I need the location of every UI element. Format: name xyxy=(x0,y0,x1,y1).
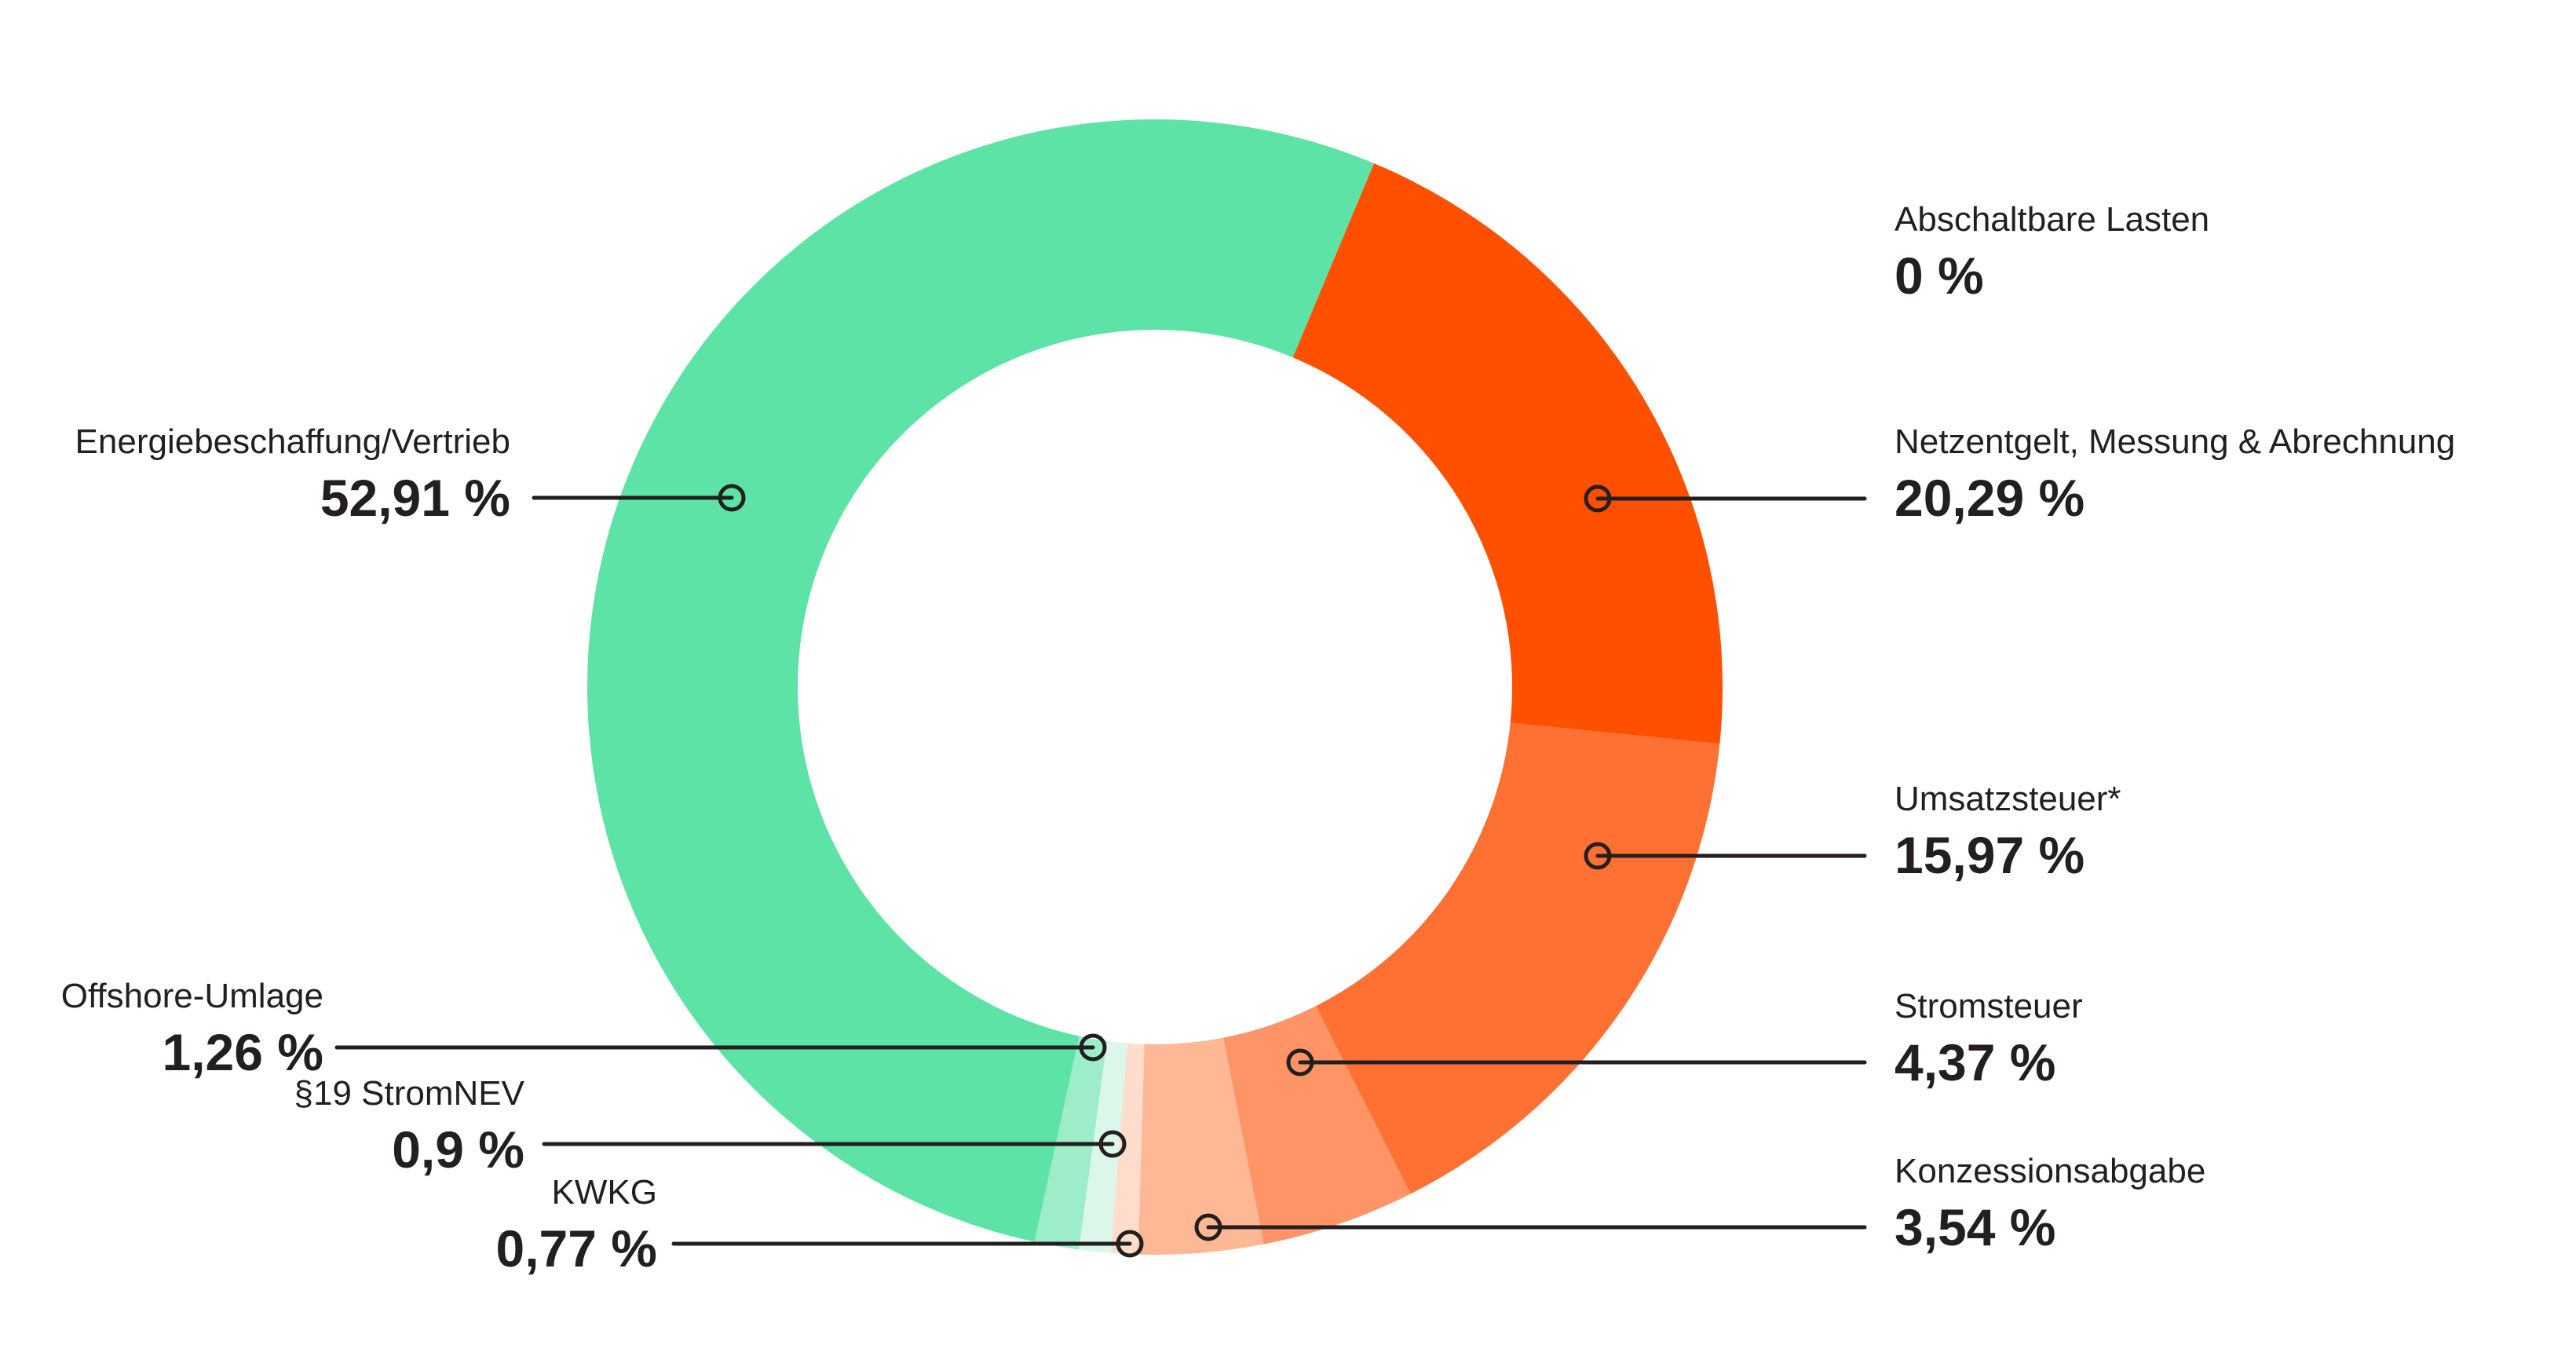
slice-netzentgelt-messung-abrechnung xyxy=(1292,163,1723,744)
label-name: §19 StromNEV xyxy=(294,1074,524,1113)
slice-umsatzsteuer xyxy=(1315,722,1720,1194)
label-name: Energiebeschaffung/Vertrieb xyxy=(75,422,510,461)
label-name: Konzessionsabgabe xyxy=(1895,1152,2206,1190)
label-value: 1,26 % xyxy=(162,1023,323,1081)
label-value: 52,91 % xyxy=(320,469,510,527)
anchor-dot-icon xyxy=(718,484,746,512)
label-name: Netzentgelt, Messung & Abrechnung xyxy=(1895,422,2456,461)
label-name: Offshore-Umlage xyxy=(60,977,323,1015)
label-konzessionsabgabe: Konzessionsabgabe 3,54 % xyxy=(1895,1152,2206,1256)
label-value: 0,9 % xyxy=(392,1120,524,1179)
label-value: 0 % xyxy=(1895,247,1984,305)
label-name: KWKG xyxy=(551,1173,657,1212)
label-value: 4,37 % xyxy=(1895,1033,2056,1091)
slice-kwkg xyxy=(1110,1043,1145,1255)
anchor-dot-icon xyxy=(1194,1213,1222,1241)
label-name: Umsatzsteuer* xyxy=(1895,780,2121,818)
slice-energiebeschaffung-vertrieb xyxy=(587,119,1375,1242)
anchor-dot-icon xyxy=(1584,484,1612,513)
anchor-dot-icon xyxy=(1079,1033,1107,1062)
anchor-dot-icon xyxy=(1286,1048,1314,1076)
label-umsatzsteuer: Umsatzsteuer* 15,97 % xyxy=(1895,780,2121,884)
anchor-dot-icon xyxy=(1098,1130,1127,1158)
slice-stromsteuer xyxy=(1223,1006,1411,1245)
leader-lines xyxy=(334,484,1867,1258)
slice-konzessionsabgabe xyxy=(1138,1037,1264,1255)
donut-slices xyxy=(587,119,1723,1255)
label-kwkg: KWKG 0,77 % xyxy=(495,1173,657,1277)
anchor-dot-icon xyxy=(1116,1230,1144,1258)
label-name: Abschaltbare Lasten xyxy=(1895,200,2210,239)
label-name: Stromsteuer xyxy=(1895,987,2083,1025)
label-stromsteuer: Stromsteuer 4,37 % xyxy=(1895,987,2083,1091)
label-value: 15,97 % xyxy=(1895,826,2085,884)
label-energiebeschaffung: Energiebeschaffung/Vertrieb 52,91 % xyxy=(75,422,510,527)
label-abschaltbare-lasten: Abschaltbare Lasten 0 % xyxy=(1895,203,2209,302)
anchor-dot-icon xyxy=(1584,842,1612,870)
label-value: 20,29 % xyxy=(1895,469,2085,527)
label-stromnev: §19 StromNEV 0,9 % xyxy=(294,1074,524,1179)
label-value: 0,77 % xyxy=(495,1219,657,1277)
label-netzentgelt: Netzentgelt, Messung & Abrechnung 20,29 … xyxy=(1895,422,2456,527)
label-value: 3,54 % xyxy=(1895,1198,2056,1256)
label-offshore-umlage: Offshore-Umlage 1,26 % xyxy=(60,977,323,1081)
